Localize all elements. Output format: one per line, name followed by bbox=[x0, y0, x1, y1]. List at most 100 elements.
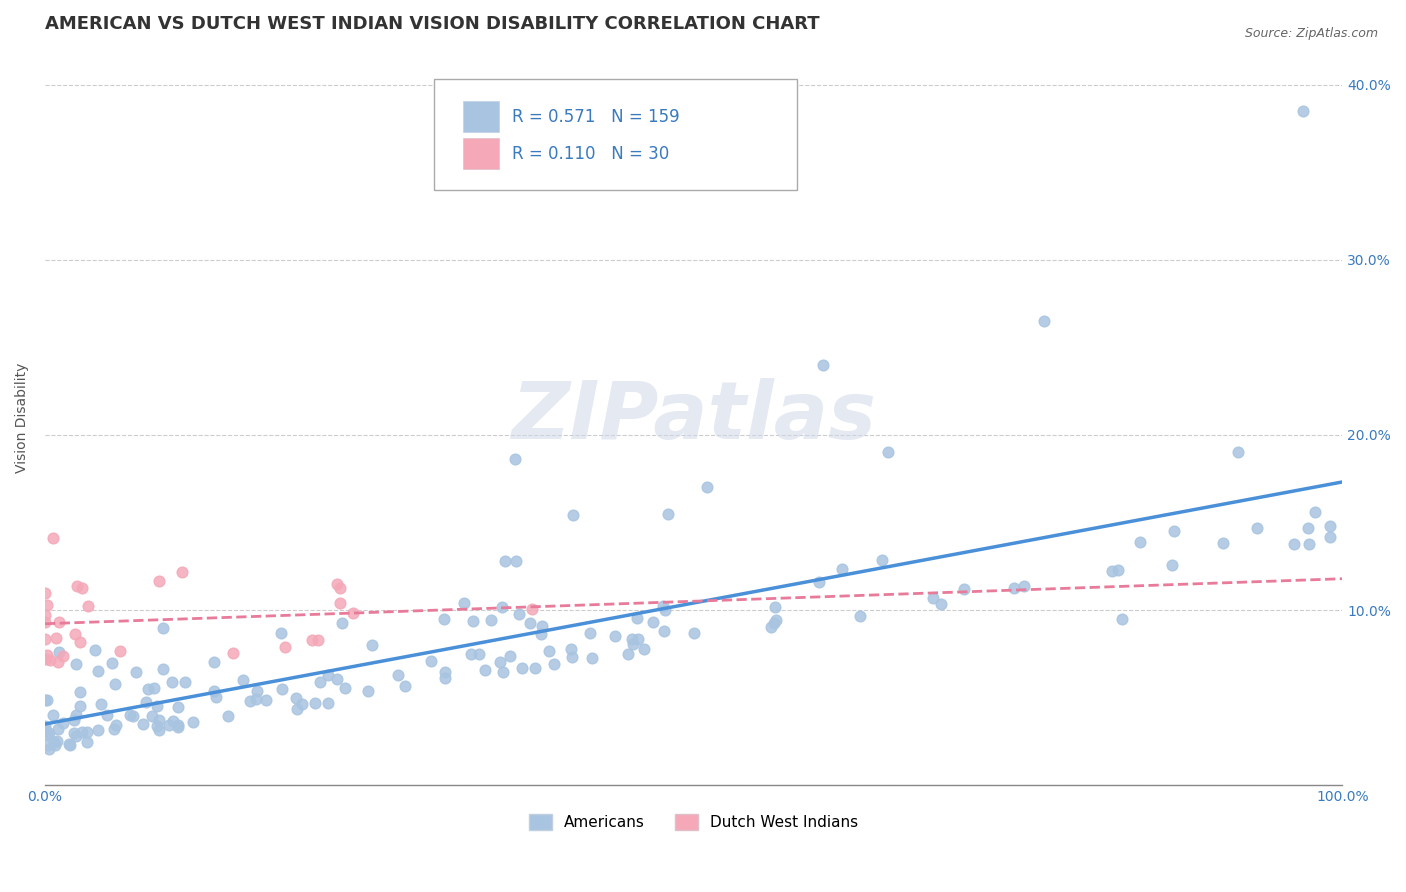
Americans bbox=[103, 723, 125, 737]
Americans bbox=[620, 632, 643, 647]
Americans bbox=[621, 637, 644, 651]
Americans bbox=[59, 739, 82, 753]
Americans bbox=[138, 682, 160, 697]
Americans bbox=[87, 664, 110, 678]
Americans bbox=[1111, 612, 1133, 626]
Text: Source: ZipAtlas.com: Source: ZipAtlas.com bbox=[1244, 27, 1378, 40]
Text: R = 0.571   N = 159: R = 0.571 N = 159 bbox=[512, 108, 679, 126]
Americans bbox=[1129, 535, 1152, 549]
Americans bbox=[519, 616, 541, 631]
Americans bbox=[232, 673, 254, 687]
Americans bbox=[65, 657, 87, 672]
Americans bbox=[654, 602, 676, 616]
Americans bbox=[696, 481, 718, 495]
Americans bbox=[1292, 104, 1315, 119]
Americans bbox=[848, 609, 870, 624]
Americans bbox=[96, 707, 118, 722]
Americans bbox=[1319, 519, 1341, 533]
Americans bbox=[1012, 579, 1035, 593]
Americans bbox=[581, 650, 603, 665]
Americans bbox=[1227, 445, 1250, 459]
Dutch West Indians bbox=[520, 601, 543, 615]
Americans bbox=[531, 619, 554, 633]
Americans bbox=[160, 674, 183, 689]
Americans bbox=[460, 647, 482, 661]
Americans bbox=[467, 648, 489, 662]
Americans bbox=[90, 697, 112, 711]
Americans bbox=[494, 554, 516, 568]
Americans bbox=[132, 716, 155, 731]
Americans bbox=[202, 683, 225, 698]
Americans bbox=[578, 626, 600, 640]
Americans bbox=[1298, 537, 1320, 551]
Americans bbox=[657, 507, 679, 521]
Americans bbox=[285, 691, 308, 706]
Americans bbox=[285, 702, 308, 716]
Americans bbox=[245, 692, 267, 706]
Americans bbox=[333, 681, 356, 695]
Americans bbox=[1212, 536, 1234, 550]
Dutch West Indians bbox=[34, 608, 56, 623]
Dutch West Indians bbox=[274, 640, 297, 654]
Americans bbox=[360, 638, 382, 652]
Americans bbox=[627, 632, 650, 646]
Americans bbox=[643, 615, 665, 630]
Americans bbox=[503, 452, 526, 467]
Americans bbox=[633, 642, 655, 657]
Dutch West Indians bbox=[329, 581, 352, 595]
Y-axis label: Vision Disability: Vision Disability bbox=[15, 362, 30, 473]
Americans bbox=[38, 726, 60, 740]
Americans bbox=[105, 718, 128, 732]
Americans bbox=[1101, 564, 1123, 578]
Americans bbox=[52, 716, 75, 731]
Americans bbox=[543, 657, 565, 671]
Americans bbox=[763, 616, 786, 631]
Americans bbox=[316, 668, 339, 682]
Dutch West Indians bbox=[342, 606, 364, 620]
Americans bbox=[870, 553, 893, 567]
Americans bbox=[65, 730, 87, 744]
Americans bbox=[202, 655, 225, 669]
Americans bbox=[217, 708, 239, 723]
Dutch West Indians bbox=[38, 653, 60, 667]
Americans bbox=[152, 621, 174, 635]
Americans bbox=[499, 649, 522, 664]
Americans bbox=[270, 681, 292, 696]
Americans bbox=[69, 698, 91, 713]
Americans bbox=[510, 661, 533, 675]
Americans bbox=[167, 718, 190, 732]
Americans bbox=[617, 647, 640, 661]
Americans bbox=[46, 722, 69, 736]
Americans bbox=[433, 612, 456, 626]
Americans bbox=[479, 613, 502, 627]
Americans bbox=[561, 649, 583, 664]
Americans bbox=[682, 626, 704, 640]
Americans bbox=[58, 737, 80, 751]
Americans bbox=[162, 714, 184, 728]
Americans bbox=[813, 358, 835, 372]
Americans bbox=[104, 677, 127, 691]
Dutch West Indians bbox=[34, 615, 56, 629]
Americans bbox=[167, 720, 190, 734]
Dutch West Indians bbox=[148, 574, 170, 588]
Americans bbox=[1002, 581, 1025, 595]
Dutch West Indians bbox=[35, 652, 58, 666]
Americans bbox=[463, 615, 485, 629]
Americans bbox=[765, 613, 787, 627]
Americans bbox=[488, 656, 510, 670]
Americans bbox=[651, 599, 673, 614]
Americans bbox=[65, 707, 87, 722]
Bar bbox=[463, 102, 499, 132]
Americans bbox=[148, 714, 170, 728]
Dutch West Indians bbox=[222, 647, 245, 661]
Text: ZIPatlas: ZIPatlas bbox=[512, 378, 876, 457]
Americans bbox=[135, 695, 157, 709]
Americans bbox=[37, 693, 59, 707]
Americans bbox=[87, 723, 110, 737]
Americans bbox=[491, 600, 513, 615]
Americans bbox=[1161, 558, 1184, 573]
Americans bbox=[174, 675, 197, 690]
Americans bbox=[326, 673, 349, 687]
Dutch West Indians bbox=[37, 599, 59, 613]
Americans bbox=[141, 708, 163, 723]
